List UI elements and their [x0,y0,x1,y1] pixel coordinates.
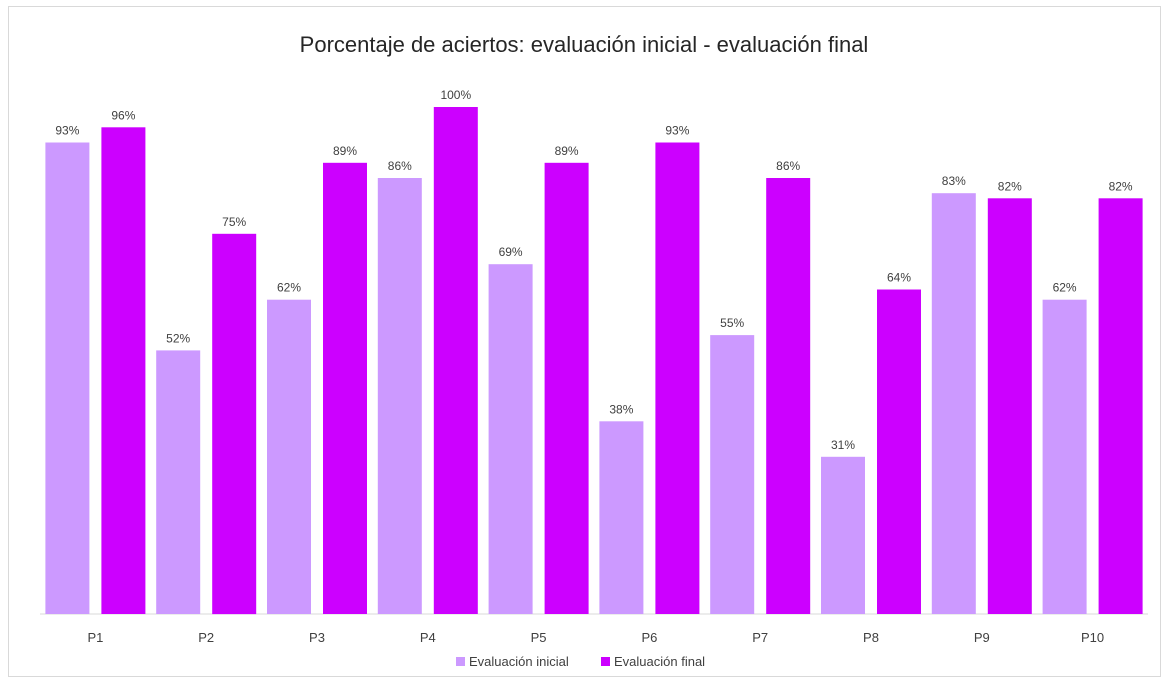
bar-final-p3 [323,162,367,615]
data-label-final-p7: 86% [776,159,800,173]
data-label-final-p6: 93% [665,124,689,138]
data-label-final-p8: 64% [887,271,911,285]
x-tick-label-p9: P9 [974,630,990,645]
bar-final-p5 [544,162,589,615]
bar-final-p9 [987,198,1032,615]
data-label-final-p10: 82% [1109,179,1133,193]
bar-final-p6 [655,142,700,614]
data-label-inicial-p6: 38% [609,402,633,416]
legend-swatch-evaluacion-final [601,657,610,666]
x-tick-label-p8: P8 [863,630,879,645]
x-tick-label-p1: P1 [87,630,103,645]
bar-final-p10 [1098,198,1143,615]
x-tick-label-p5: P5 [531,630,547,645]
data-label-final-p5: 89% [555,144,579,158]
data-label-inicial-p9: 83% [942,174,966,188]
x-tick-label-p2: P2 [198,630,214,645]
bars-group [45,107,1143,615]
bar-inicial-p1 [45,142,90,614]
bar-inicial-p9 [931,193,976,614]
data-labels-group: 93% 96% 52% 75% 62% 89% 86% 100% 69% 89% 38% 93% 55%… [55,88,1133,452]
data-label-inicial-p5: 69% [499,245,523,259]
x-tick-label-p3: P3 [309,630,325,645]
x-tick-label-p6: P6 [641,630,657,645]
legend-swatch-evaluacion-inicial [456,657,465,666]
data-label-final-p4: 100% [440,88,471,102]
legend: Evaluación inicial Evaluación final [456,654,705,669]
x-tick-label-p10: P10 [1081,630,1104,645]
bar-inicial-p3 [267,299,311,614]
bar-inicial-p5 [488,264,533,614]
data-label-final-p3: 89% [333,144,357,158]
data-label-inicial-p4: 86% [388,159,412,173]
legend-label-evaluacion-final: Evaluación final [614,654,705,669]
x-tick-labels-group: P1 P2 P3 P4 P5 P6 P7 P8 P9 P10 [87,630,1104,645]
data-label-final-p2: 75% [222,215,246,229]
legend-label-evaluacion-inicial: Evaluación inicial [469,654,569,669]
chart-title: Porcentaje de aciertos: evaluación inici… [300,32,869,57]
bar-inicial-p2 [156,350,201,614]
bar-final-p8 [877,289,921,614]
bar-final-p1 [101,127,146,615]
data-label-inicial-p7: 55% [720,316,744,330]
x-tick-label-p4: P4 [420,630,436,645]
data-label-inicial-p8: 31% [831,438,855,452]
bar-final-p4 [433,107,478,614]
bar-inicial-p8 [821,456,865,614]
bar-inicial-p6 [599,421,644,614]
data-label-final-p1: 96% [111,108,135,122]
data-label-final-p9: 82% [998,179,1022,193]
bar-inicial-p4 [377,178,422,614]
bar-final-p7 [766,178,811,614]
bar-final-p2 [212,233,257,615]
data-label-inicial-p10: 62% [1053,281,1077,295]
data-label-inicial-p2: 52% [166,331,190,345]
x-tick-label-p7: P7 [752,630,768,645]
data-label-inicial-p3: 62% [277,281,301,295]
bar-inicial-p10 [1042,299,1087,614]
data-label-inicial-p1: 93% [55,124,79,138]
bar-inicial-p7 [710,335,755,614]
